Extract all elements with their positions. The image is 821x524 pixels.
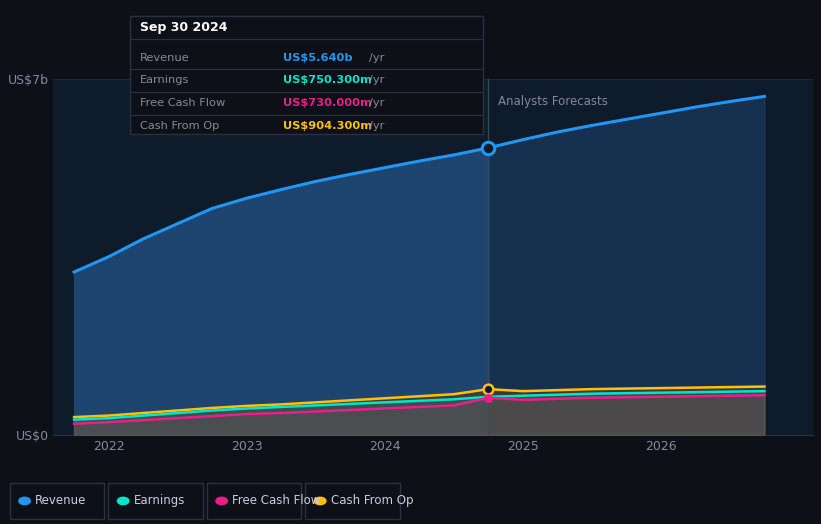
Text: Revenue: Revenue: [140, 52, 189, 62]
Text: Earnings: Earnings: [140, 75, 189, 85]
Text: US$5.640b: US$5.640b: [283, 52, 353, 62]
Text: /yr: /yr: [369, 52, 385, 62]
Text: Free Cash Flow: Free Cash Flow: [140, 99, 225, 108]
Text: Earnings: Earnings: [134, 495, 186, 507]
Text: Sep 30 2024: Sep 30 2024: [140, 21, 227, 35]
Text: /yr: /yr: [369, 99, 385, 108]
Text: Analysts Forecasts: Analysts Forecasts: [498, 95, 608, 108]
Text: Cash From Op: Cash From Op: [140, 122, 219, 132]
Text: /yr: /yr: [369, 75, 385, 85]
Text: Revenue: Revenue: [35, 495, 87, 507]
Text: US$750.300m: US$750.300m: [283, 75, 372, 85]
Text: Past: Past: [454, 95, 479, 108]
Text: US$730.000m: US$730.000m: [283, 99, 372, 108]
Text: /yr: /yr: [369, 122, 385, 132]
Text: Free Cash Flow: Free Cash Flow: [232, 495, 321, 507]
Text: Cash From Op: Cash From Op: [331, 495, 413, 507]
Text: US$904.300m: US$904.300m: [283, 122, 373, 132]
